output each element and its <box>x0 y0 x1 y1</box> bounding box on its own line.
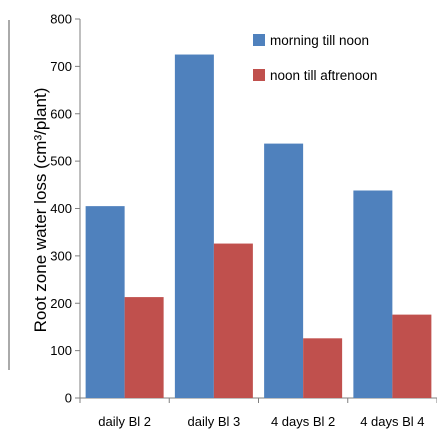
legend-swatch <box>253 34 265 46</box>
y-axis-label: Root zone water loss (cm³/plant) <box>31 88 50 333</box>
bar-afternoon-1 <box>124 297 164 398</box>
y-tick-label: 100 <box>50 343 72 358</box>
y-tick-label: 500 <box>50 154 72 169</box>
y-axis-ticks: 0 100 200 300 400 500 600 700 800 <box>50 12 80 406</box>
bar-morning-4 <box>353 190 393 398</box>
bar-morning-1 <box>85 206 125 398</box>
legend: morning till noon noon till aftrenoon <box>253 33 377 83</box>
y-tick-label: 0 <box>65 391 72 406</box>
bar-morning-2 <box>174 54 214 398</box>
x-category-label: 4 days Bl 2 <box>271 414 335 429</box>
legend-label: morning till noon <box>270 33 369 48</box>
bars <box>85 54 432 398</box>
x-category-label: 4 days Bl 4 <box>360 414 424 429</box>
y-tick-label: 600 <box>50 106 72 121</box>
x-category-label: daily Bl 2 <box>98 414 151 429</box>
y-tick-label: 400 <box>50 201 72 216</box>
x-category-label: daily Bl 3 <box>188 414 241 429</box>
y-tick-label: 700 <box>50 59 72 74</box>
legend-label: noon till aftrenoon <box>270 68 377 83</box>
x-axis-categories: daily Bl 2 daily Bl 3 4 days Bl 2 4 days Bl… <box>79 398 437 429</box>
bar-morning-3 <box>264 143 304 398</box>
legend-swatch <box>253 69 265 81</box>
y-tick-label: 300 <box>50 248 72 263</box>
y-tick-label: 200 <box>50 296 72 311</box>
bar-afternoon-2 <box>213 243 253 398</box>
bar-afternoon-4 <box>392 314 432 398</box>
bar-afternoon-3 <box>303 338 343 398</box>
y-tick-label: 800 <box>50 12 72 27</box>
